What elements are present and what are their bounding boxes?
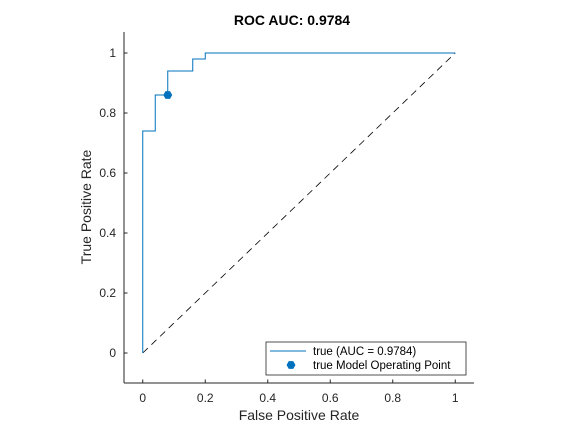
x-axis-label: False Positive Rate (239, 407, 360, 423)
y-tick-label: 0.6 (99, 166, 116, 180)
legend-box (265, 341, 467, 376)
x-tick-label: 0.8 (384, 391, 401, 405)
series-layer (142, 52, 456, 354)
x-tick-label: 0 (139, 391, 146, 405)
x-tick-label: 0.2 (197, 391, 214, 405)
y-ticks: 0 0.2 0.4 0.6 0.8 1 (99, 46, 128, 360)
x-tick-label: 1 (452, 391, 459, 405)
axes (123, 32, 474, 384)
chance-diagonal-line (142, 52, 456, 354)
y-axis-label: True Positive Rate (78, 149, 94, 264)
legend-label-roc-curve: true (AUC = 0.9784) (313, 346, 416, 358)
y-tick-label: 1 (109, 46, 116, 60)
legend-marker-sample (286, 361, 296, 369)
chart-title: ROC AUC: 0.9784 (234, 12, 350, 28)
legend: true (AUC = 0.9784) true Model Operating… (265, 341, 467, 376)
y-tick-label: 0.2 (99, 286, 116, 300)
roc-curve-line (142, 52, 456, 353)
legend-label-operating-point: true Model Operating Point (313, 360, 451, 372)
y-tick-label: 0 (109, 346, 116, 360)
x-ticks: 0 0.2 0.4 0.6 0.8 1 (139, 379, 459, 405)
plot-area (124, 32, 474, 383)
axes-background (124, 32, 474, 383)
operating-point-marker (163, 91, 173, 99)
x-tick-label: 0.6 (322, 391, 339, 405)
x-tick-label: 0.4 (259, 391, 276, 405)
y-tick-label: 0.4 (99, 226, 116, 240)
y-tick-label: 0.8 (99, 106, 116, 120)
